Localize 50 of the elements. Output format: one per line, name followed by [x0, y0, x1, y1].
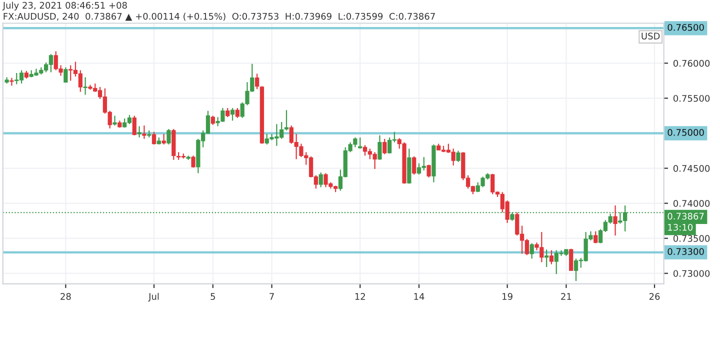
x-tick-label: 14 [414, 293, 424, 300]
candlestick [162, 133, 166, 146]
ref-line-label: 0.75000 [668, 129, 704, 136]
candlestick [284, 110, 289, 131]
candlestick [210, 115, 215, 126]
candlestick [137, 126, 142, 138]
y-tick-label: 0.73000 [673, 270, 710, 277]
y-tick-label: 0.74500 [673, 165, 710, 172]
chart-subtitle: FX:AUDUSD, 240 0.73867 ▲ +0.00114 (+0.15%) O:0.73753 H:0.73969 L:0.73599 C:0.73867 [4, 12, 435, 21]
x-tick-label: 21 [561, 293, 572, 300]
x-tick-label: 12 [355, 293, 365, 300]
candlestick [378, 134, 382, 160]
candlestick [613, 204, 618, 236]
candlestick [112, 115, 117, 126]
x-tick-label: 5 [210, 293, 215, 300]
candlestick [382, 138, 387, 155]
candlestick [230, 107, 235, 122]
y-tick-label: 0.75500 [673, 94, 710, 102]
candlestick [64, 66, 68, 84]
candlestick [83, 76, 88, 96]
candlestick [456, 150, 460, 163]
x-tick-label: 7 [270, 293, 274, 300]
candlestick [142, 124, 146, 140]
annotation: USD [642, 32, 660, 40]
candlestick [191, 155, 196, 168]
candlestick [530, 242, 534, 260]
text: 13:10 [668, 224, 693, 231]
x-tick-label: Jul [148, 292, 159, 302]
candlestick [235, 107, 240, 118]
y-tick-label: 0.76000 [673, 60, 710, 67]
x-tick-label: 28 [60, 293, 71, 300]
y-tick-label: 0.74000 [673, 200, 710, 207]
candlestick [166, 128, 171, 146]
ref-line-label: 0.76500 [668, 24, 704, 31]
x-tick-label: 26 [649, 293, 660, 300]
candlestick [254, 73, 260, 90]
candlestick [412, 156, 416, 176]
candlestick [569, 248, 574, 272]
y-tick-label: 0.73500 [673, 235, 710, 242]
candlestick [318, 172, 323, 188]
candlestick [549, 250, 554, 265]
candlestick [226, 107, 230, 118]
x-tick-label: 19 [502, 293, 512, 300]
candlestick [544, 248, 549, 268]
candlestick [152, 131, 156, 146]
candlestick [132, 115, 136, 136]
text: July 23, 2021 08:46:51 +08 [2, 2, 127, 10]
candlestick [426, 164, 431, 178]
ref-line-label: 0.73300 [668, 248, 704, 255]
ref-line-label: 0.73867 [668, 212, 704, 220]
